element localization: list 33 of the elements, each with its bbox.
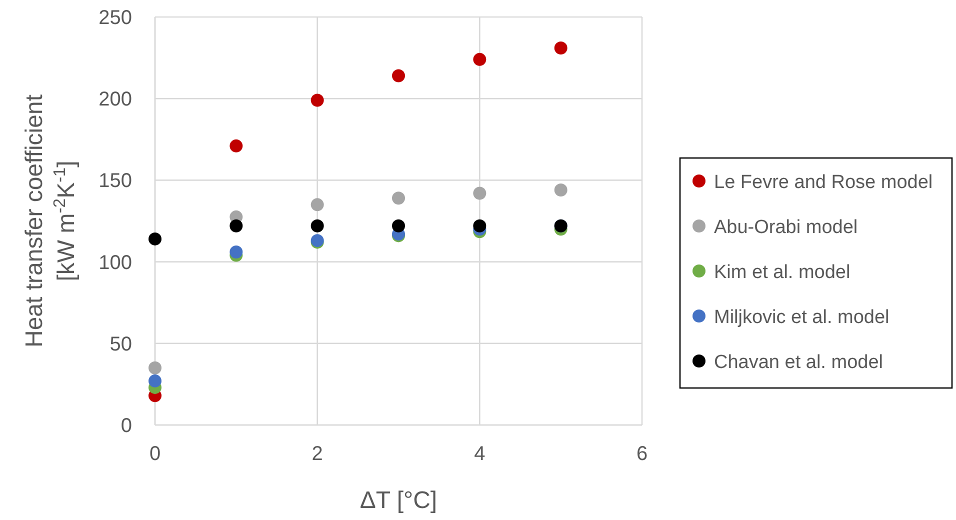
y-tick-label: 0 — [120, 415, 132, 437]
y-tick-label: 250 — [98, 7, 132, 29]
point — [473, 186, 486, 200]
x-axis-title: ΔT [°C] — [360, 487, 438, 514]
point — [392, 69, 405, 82]
legend-label: Chavan et al. model — [714, 352, 883, 373]
y-tick-label: 50 — [110, 333, 132, 356]
point — [310, 94, 324, 107]
point — [310, 198, 324, 212]
point — [230, 219, 243, 232]
legend-label: Kim et al. model — [714, 262, 850, 283]
x-tick-label: 4 — [474, 443, 486, 465]
legend-label: Miljkovic et al. model — [714, 307, 890, 328]
point — [148, 232, 162, 246]
point — [392, 219, 405, 232]
x-tick-label: 2 — [312, 443, 323, 465]
point — [473, 219, 486, 232]
y-tick-label: 100 — [98, 252, 132, 274]
point — [554, 42, 568, 55]
point — [148, 361, 162, 374]
point — [230, 139, 243, 152]
point — [473, 52, 486, 66]
point — [554, 183, 568, 196]
y-tick-label: 200 — [98, 88, 132, 111]
legend-label: Abu-Orabi model — [714, 217, 858, 238]
x-tick-label: 0 — [149, 443, 161, 465]
y-tick-label: 150 — [98, 170, 132, 192]
point — [230, 246, 243, 259]
point — [392, 192, 405, 205]
point — [148, 374, 162, 388]
x-tick-label: 6 — [636, 443, 648, 465]
legend-label: Le Fevre and Rose model — [714, 172, 933, 193]
point — [310, 219, 324, 232]
